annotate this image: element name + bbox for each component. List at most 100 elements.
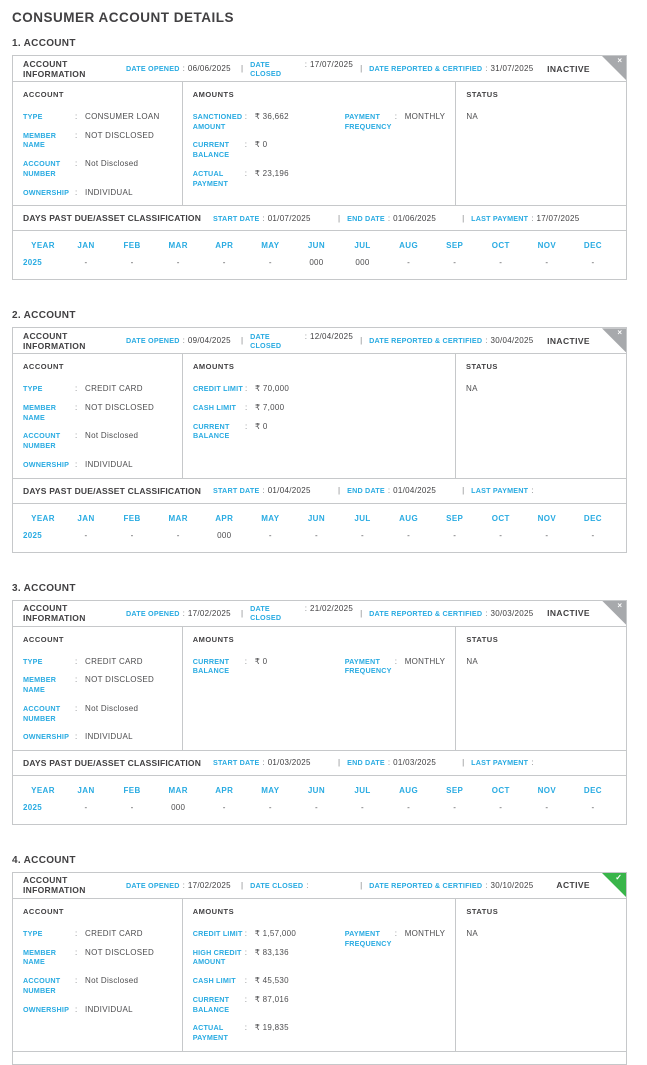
last-payment-label: LAST PAYMENT (471, 486, 529, 496)
field-row: OWNERSHIP: INDIVIDUAL (23, 732, 172, 742)
pipe-separator: | (241, 608, 244, 618)
date-reported-certified-label: DATE REPORTED & CERTIFIED (369, 608, 483, 618)
close-icon: × (617, 328, 622, 338)
field-value: ₹ 0 (254, 656, 268, 666)
account-card-body: ACCOUNT TYPE: CREDIT CARD MEMBER NAME: NOT … (13, 898, 626, 1051)
dpd-value-cell: 000 (217, 530, 232, 540)
pipe-separator: | (241, 64, 244, 73)
colon-separator: : (485, 64, 488, 73)
month-column-header: MAY (261, 785, 280, 795)
dpd-value-cell: - (222, 258, 226, 268)
field-row: ACTUAL PAYMENT: ₹ 19,835 (193, 1023, 345, 1042)
status-column-header: STATUS (466, 90, 499, 99)
year-column-header: YEAR (31, 513, 55, 523)
month-column-header: JUL (354, 785, 371, 795)
status-badge: INACTIVE (547, 63, 590, 74)
account-column-header: ACCOUNT (23, 906, 64, 916)
date-reported-field: DATE REPORTED & CERTIFIED : 30/10/2025 (369, 881, 533, 890)
month-column-header: DEC (583, 785, 602, 795)
date-reported-certified-value: 30/03/2025 (490, 608, 534, 618)
check-icon: ✓ (615, 872, 622, 882)
field-row: ACCOUNT NUMBER: Not Disclosed (23, 159, 172, 178)
month-column-header: NOV (537, 513, 557, 523)
field-value: NOT DISCLOSED (85, 403, 155, 413)
field-label: ACTUAL PAYMENT (192, 1023, 229, 1042)
account-card: × ACCOUNT INFORMATION DATE OPENED : 06/0… (12, 55, 627, 281)
amounts-column: AMOUNTS SANCTIONED AMOUNT: ₹ 36,662 CURREN… (183, 82, 457, 206)
field-label: CASH LIMIT (192, 976, 236, 986)
status-badge: INACTIVE (547, 335, 590, 346)
dpd-value-cell: 000 (171, 802, 186, 812)
amount-fields: CURRENT BALANCE: ₹ 0 (193, 657, 345, 676)
field-value: INDIVIDUAL (85, 459, 133, 469)
field-label: PAYMENT FREQUENCY (344, 112, 392, 131)
colon-separator: : (244, 928, 247, 938)
field-label: TYPE (23, 928, 43, 938)
field-value: INDIVIDUAL (85, 187, 133, 197)
dpd-value-cell: - (176, 258, 180, 268)
colon-separator: : (531, 213, 534, 223)
dpd-title: DAYS PAST DUE/ASSET CLASSIFICATION (23, 213, 202, 224)
month-column-header: JAN (77, 785, 95, 795)
field-label: CREDIT LIMIT (193, 384, 243, 394)
date-reported-certified-label: DATE REPORTED & CERTIFIED (369, 880, 483, 890)
account-information-label: ACCOUNT INFORMATION (23, 603, 86, 624)
last-payment-label: LAST PAYMENT (471, 758, 529, 768)
colon-separator: : (75, 732, 78, 742)
field-row: CURRENT BALANCE: ₹ 0 (193, 422, 345, 441)
colon-separator: : (304, 604, 308, 614)
month-column-header: APR (215, 513, 234, 523)
amount-fields-right (345, 384, 445, 441)
status-column-header: STATUS (466, 634, 499, 644)
colon-separator: : (485, 336, 488, 346)
dpd-table: YEAR JAN FEB MAR APR MAY JUN JUL AUG SEP OCT NOV DEC… (13, 230, 626, 279)
field-value: INDIVIDUAL (85, 1004, 133, 1014)
end-date-label: END DATE (347, 486, 385, 496)
date-opened-label: DATE OPENED (126, 608, 180, 618)
field-row: ACTUAL PAYMENT: ₹ 23,196 (193, 169, 345, 188)
colon-separator: : (244, 994, 247, 1004)
field-row: CURRENT BALANCE: ₹ 0 (193, 657, 345, 676)
colon-separator: : (262, 213, 265, 223)
field-row: CREDIT LIMIT: ₹ 70,000 (193, 384, 345, 394)
date-reported-field: DATE REPORTED & CERTIFIED : 30/03/2025 (369, 609, 533, 618)
field-label: PAYMENT FREQUENCY (344, 656, 392, 676)
field-row: PAYMENT FREQUENCY: MONTHLY (345, 112, 446, 131)
colon-separator: : (485, 608, 488, 618)
field-row: MEMBER NAME: NOT DISCLOSED (23, 948, 172, 967)
month-column-header: FEB (123, 513, 141, 523)
page-title: CONSUMER ACCOUNT DETAILS (12, 10, 234, 25)
account-card-header: ACCOUNT INFORMATION DATE OPENED : 09/04/… (13, 328, 626, 355)
dpd-table-header-row: YEAR JAN FEB MAR APR MAY JUN JUL AUG SEP OCT NOV DEC (23, 782, 616, 799)
start-date-label: START DATE (213, 758, 260, 768)
dpd-start-date-field: START DATE : 01/04/2025 (213, 486, 331, 495)
account-card-body: ACCOUNT TYPE: CREDIT CARD MEMBER NAME: NOT … (13, 626, 626, 750)
date-closed-field: DATE CLOSED : (250, 881, 353, 890)
dpd-table-header-row: YEAR JAN FEB MAR APR MAY JUN JUL AUG SEP OCT NOV DEC (23, 510, 616, 527)
dpd-value-cell: - (545, 258, 549, 268)
account-card: × ACCOUNT INFORMATION DATE OPENED : 17/0… (12, 599, 627, 825)
account-card: × ACCOUNT INFORMATION DATE OPENED : 09/0… (12, 327, 627, 553)
field-label: MEMBER NAME (23, 403, 57, 422)
dpd-value-cell: - (499, 530, 503, 540)
month-column-header: OCT (491, 785, 510, 795)
dpd-year-cell: 2025 (23, 530, 42, 540)
field-value: Not Disclosed (85, 703, 139, 713)
field-value: Not Disclosed (85, 159, 139, 169)
amounts-column-header: AMOUNTS (192, 90, 235, 99)
pipe-separator: | (338, 213, 341, 223)
month-column-header: JUN (307, 785, 326, 795)
month-column-header: APR (215, 785, 234, 795)
field-label: PAYMENT FREQUENCY (344, 928, 392, 948)
field-label: HIGH CREDIT AMOUNT (192, 947, 242, 967)
field-label: TYPE (23, 384, 43, 394)
field-value: NOT DISCLOSED (85, 130, 155, 140)
colon-separator: : (75, 159, 78, 169)
field-label: ACCOUNT NUMBER (23, 976, 61, 995)
date-opened-value: 17/02/2025 (187, 608, 231, 618)
date-closed-label: DATE CLOSED (250, 59, 282, 78)
month-column-header: AUG (399, 241, 419, 251)
dpd-value-cell: - (314, 802, 318, 812)
month-column-header: JUL (354, 241, 371, 251)
